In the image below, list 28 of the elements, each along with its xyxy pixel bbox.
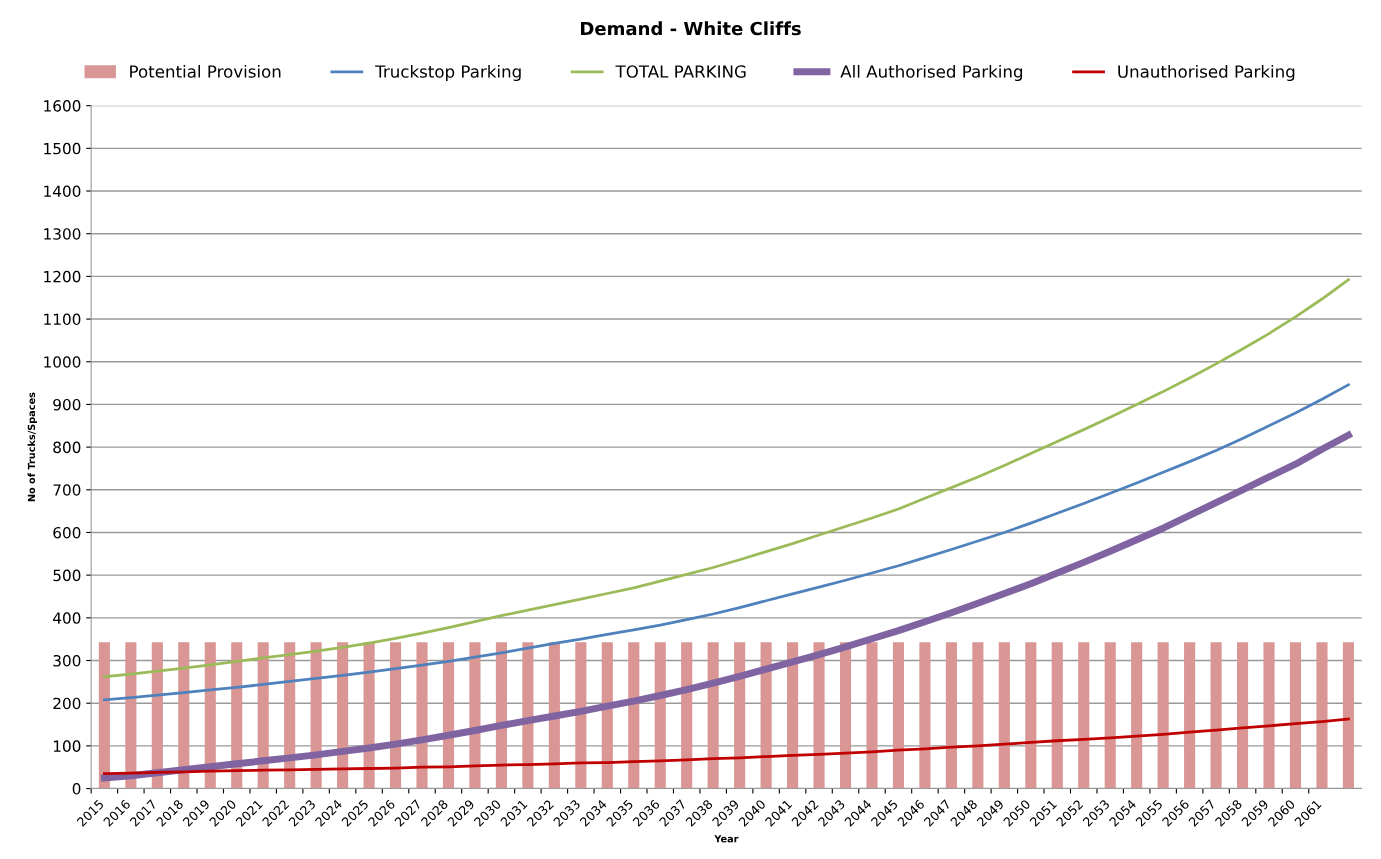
y-tick-label: 1500	[44, 142, 81, 155]
legend-label: All Authorised Parking	[840, 64, 1023, 82]
y-tick-label: 1600	[44, 100, 81, 112]
line-series	[102, 383, 1350, 702]
chart-title: Demand - White Cliffs	[581, 21, 801, 36]
legend-label: TOTAL PARKING	[615, 65, 746, 78]
y-tick-label: 1300	[44, 228, 81, 240]
y-tick-label: 300	[53, 654, 81, 667]
line-series	[102, 278, 1350, 679]
y-tick-label: 0	[72, 783, 81, 795]
y-tick-label: 600	[53, 526, 81, 539]
line-series	[102, 717, 1350, 776]
legend-label: Potential Provision	[130, 64, 281, 78]
y-tick-label: 1100	[44, 313, 81, 326]
y-tick-label: 1000	[44, 356, 81, 368]
y-tick-label: 400	[53, 612, 81, 624]
y-tick-label: 200	[53, 697, 81, 710]
y-tick-label: 800	[53, 441, 81, 454]
y-tick-label: 100	[53, 740, 81, 752]
y-tick-label: 1200	[44, 270, 81, 283]
y-tick-label: 900	[53, 398, 81, 411]
y-tick-label: 1400	[44, 185, 81, 198]
legend-label: Unauthorised Parking	[1118, 64, 1295, 82]
x-axis-title: Year	[714, 835, 739, 843]
legend-label: Truckstop Parking	[375, 64, 521, 82]
y-tick-label: 700	[53, 484, 81, 496]
y-axis-title: No of Trucks/Spaces	[27, 392, 37, 502]
y-tick-label: 500	[53, 569, 81, 582]
